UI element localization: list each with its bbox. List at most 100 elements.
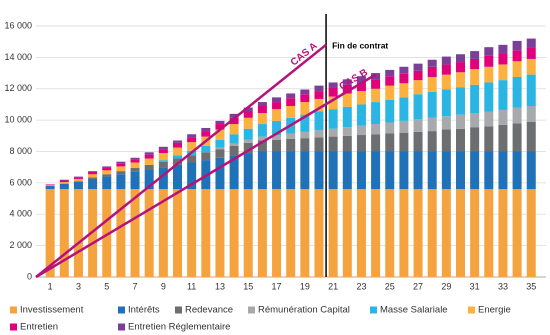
bar-segment <box>144 164 154 170</box>
bar-segment <box>512 189 522 277</box>
bar-segment <box>201 189 211 277</box>
bar-segment <box>356 91 366 105</box>
bar-segment <box>88 171 98 172</box>
bar-segment <box>215 129 225 140</box>
bar-segment <box>59 189 69 277</box>
bar-segment <box>88 171 98 175</box>
bar-segment <box>498 189 508 277</box>
bar-segment <box>73 176 83 178</box>
x-tick-label: 29 <box>441 281 451 291</box>
bar-segment <box>88 177 98 179</box>
bar-segment <box>286 189 296 277</box>
bar-segment <box>342 93 352 107</box>
bar-segment <box>73 189 83 277</box>
legend-swatch <box>248 306 255 314</box>
bar-segment <box>130 162 140 168</box>
bar-segment <box>356 189 366 277</box>
bar-segment <box>102 166 112 168</box>
bar-segment <box>158 146 168 150</box>
bar-segment <box>215 149 225 158</box>
bar-segment <box>88 174 98 178</box>
bar-segment <box>441 129 451 152</box>
bar-segment <box>286 133 296 139</box>
bar-segment <box>102 174 112 177</box>
bar-segment <box>371 102 381 125</box>
bar-segment <box>300 102 310 115</box>
bar-segment <box>441 74 451 90</box>
bar-segment <box>59 182 69 184</box>
bar-segment <box>427 117 437 132</box>
legend-label: Entretien Réglementaire <box>128 322 230 333</box>
contract-end-label: Fin de contrat <box>332 40 388 50</box>
bar-segment <box>229 146 239 156</box>
bar-segment <box>45 185 55 187</box>
bar-segment <box>456 62 465 73</box>
bar-segment <box>328 109 338 129</box>
bar-segment <box>272 151 282 190</box>
bar-segment <box>144 154 154 159</box>
bar-segment <box>356 125 366 136</box>
y-tick-label: 14 000 <box>4 52 32 62</box>
bar-segment <box>314 151 324 190</box>
bar-segment <box>484 55 494 67</box>
bar-segment <box>427 91 437 118</box>
bar-segment <box>526 58 536 75</box>
y-tick-label: 4 000 <box>9 209 32 219</box>
bar-segment <box>441 116 451 130</box>
bar-segment <box>144 158 154 165</box>
x-tick-label: 33 <box>498 281 508 291</box>
bar-segment <box>300 151 310 190</box>
bar-segment <box>257 124 267 137</box>
x-tick-label: 21 <box>328 281 338 291</box>
bar-segment <box>272 109 282 121</box>
bar-segment <box>243 189 253 277</box>
bar-segment <box>484 151 494 190</box>
y-tick-label: 2 000 <box>9 240 32 250</box>
bar-segment <box>45 184 55 186</box>
bar-segment <box>187 162 197 190</box>
bar-segment <box>342 135 352 152</box>
bar-segment <box>300 189 310 277</box>
bar-segment <box>470 113 480 128</box>
bar-segment <box>173 155 182 159</box>
bar-segment <box>399 73 409 84</box>
bar-segment <box>229 155 239 190</box>
bar-segment <box>286 138 296 152</box>
bar-segment <box>470 84 480 114</box>
bar-segment <box>498 151 508 190</box>
y-tick-label: 16 000 <box>4 20 32 30</box>
bar-segment <box>286 98 296 107</box>
bar-segment <box>413 80 423 95</box>
bar-segment <box>526 189 536 277</box>
bar-segment <box>385 122 395 134</box>
bar-segment <box>413 131 423 152</box>
bar-segment <box>512 107 522 124</box>
bar-segment <box>484 47 494 56</box>
bar-segment <box>371 88 381 103</box>
bar-segment <box>102 176 112 190</box>
bar-segment <box>173 164 182 190</box>
bar-segment <box>342 79 352 85</box>
bar-segment <box>257 189 267 277</box>
legend-swatch <box>468 306 475 314</box>
bar-segment <box>158 167 168 190</box>
bar-segment <box>427 76 437 92</box>
bar-segment <box>187 137 197 143</box>
bar-segment <box>427 59 437 67</box>
bar-segment <box>243 117 253 129</box>
bar-segment <box>229 143 239 147</box>
bar-segment <box>441 89 451 117</box>
bar-segment <box>456 54 465 63</box>
bar-segment <box>498 44 508 54</box>
bar-segment <box>215 120 225 125</box>
bar-segment <box>173 140 182 143</box>
bar-segment <box>187 142 197 151</box>
bar-segment <box>399 83 409 98</box>
bar-segment <box>470 69 480 85</box>
bar-segment <box>300 131 310 139</box>
bar-segment <box>526 38 536 48</box>
bar-segment <box>484 126 494 152</box>
bar-segment <box>328 189 338 277</box>
bar-segment <box>526 106 536 122</box>
